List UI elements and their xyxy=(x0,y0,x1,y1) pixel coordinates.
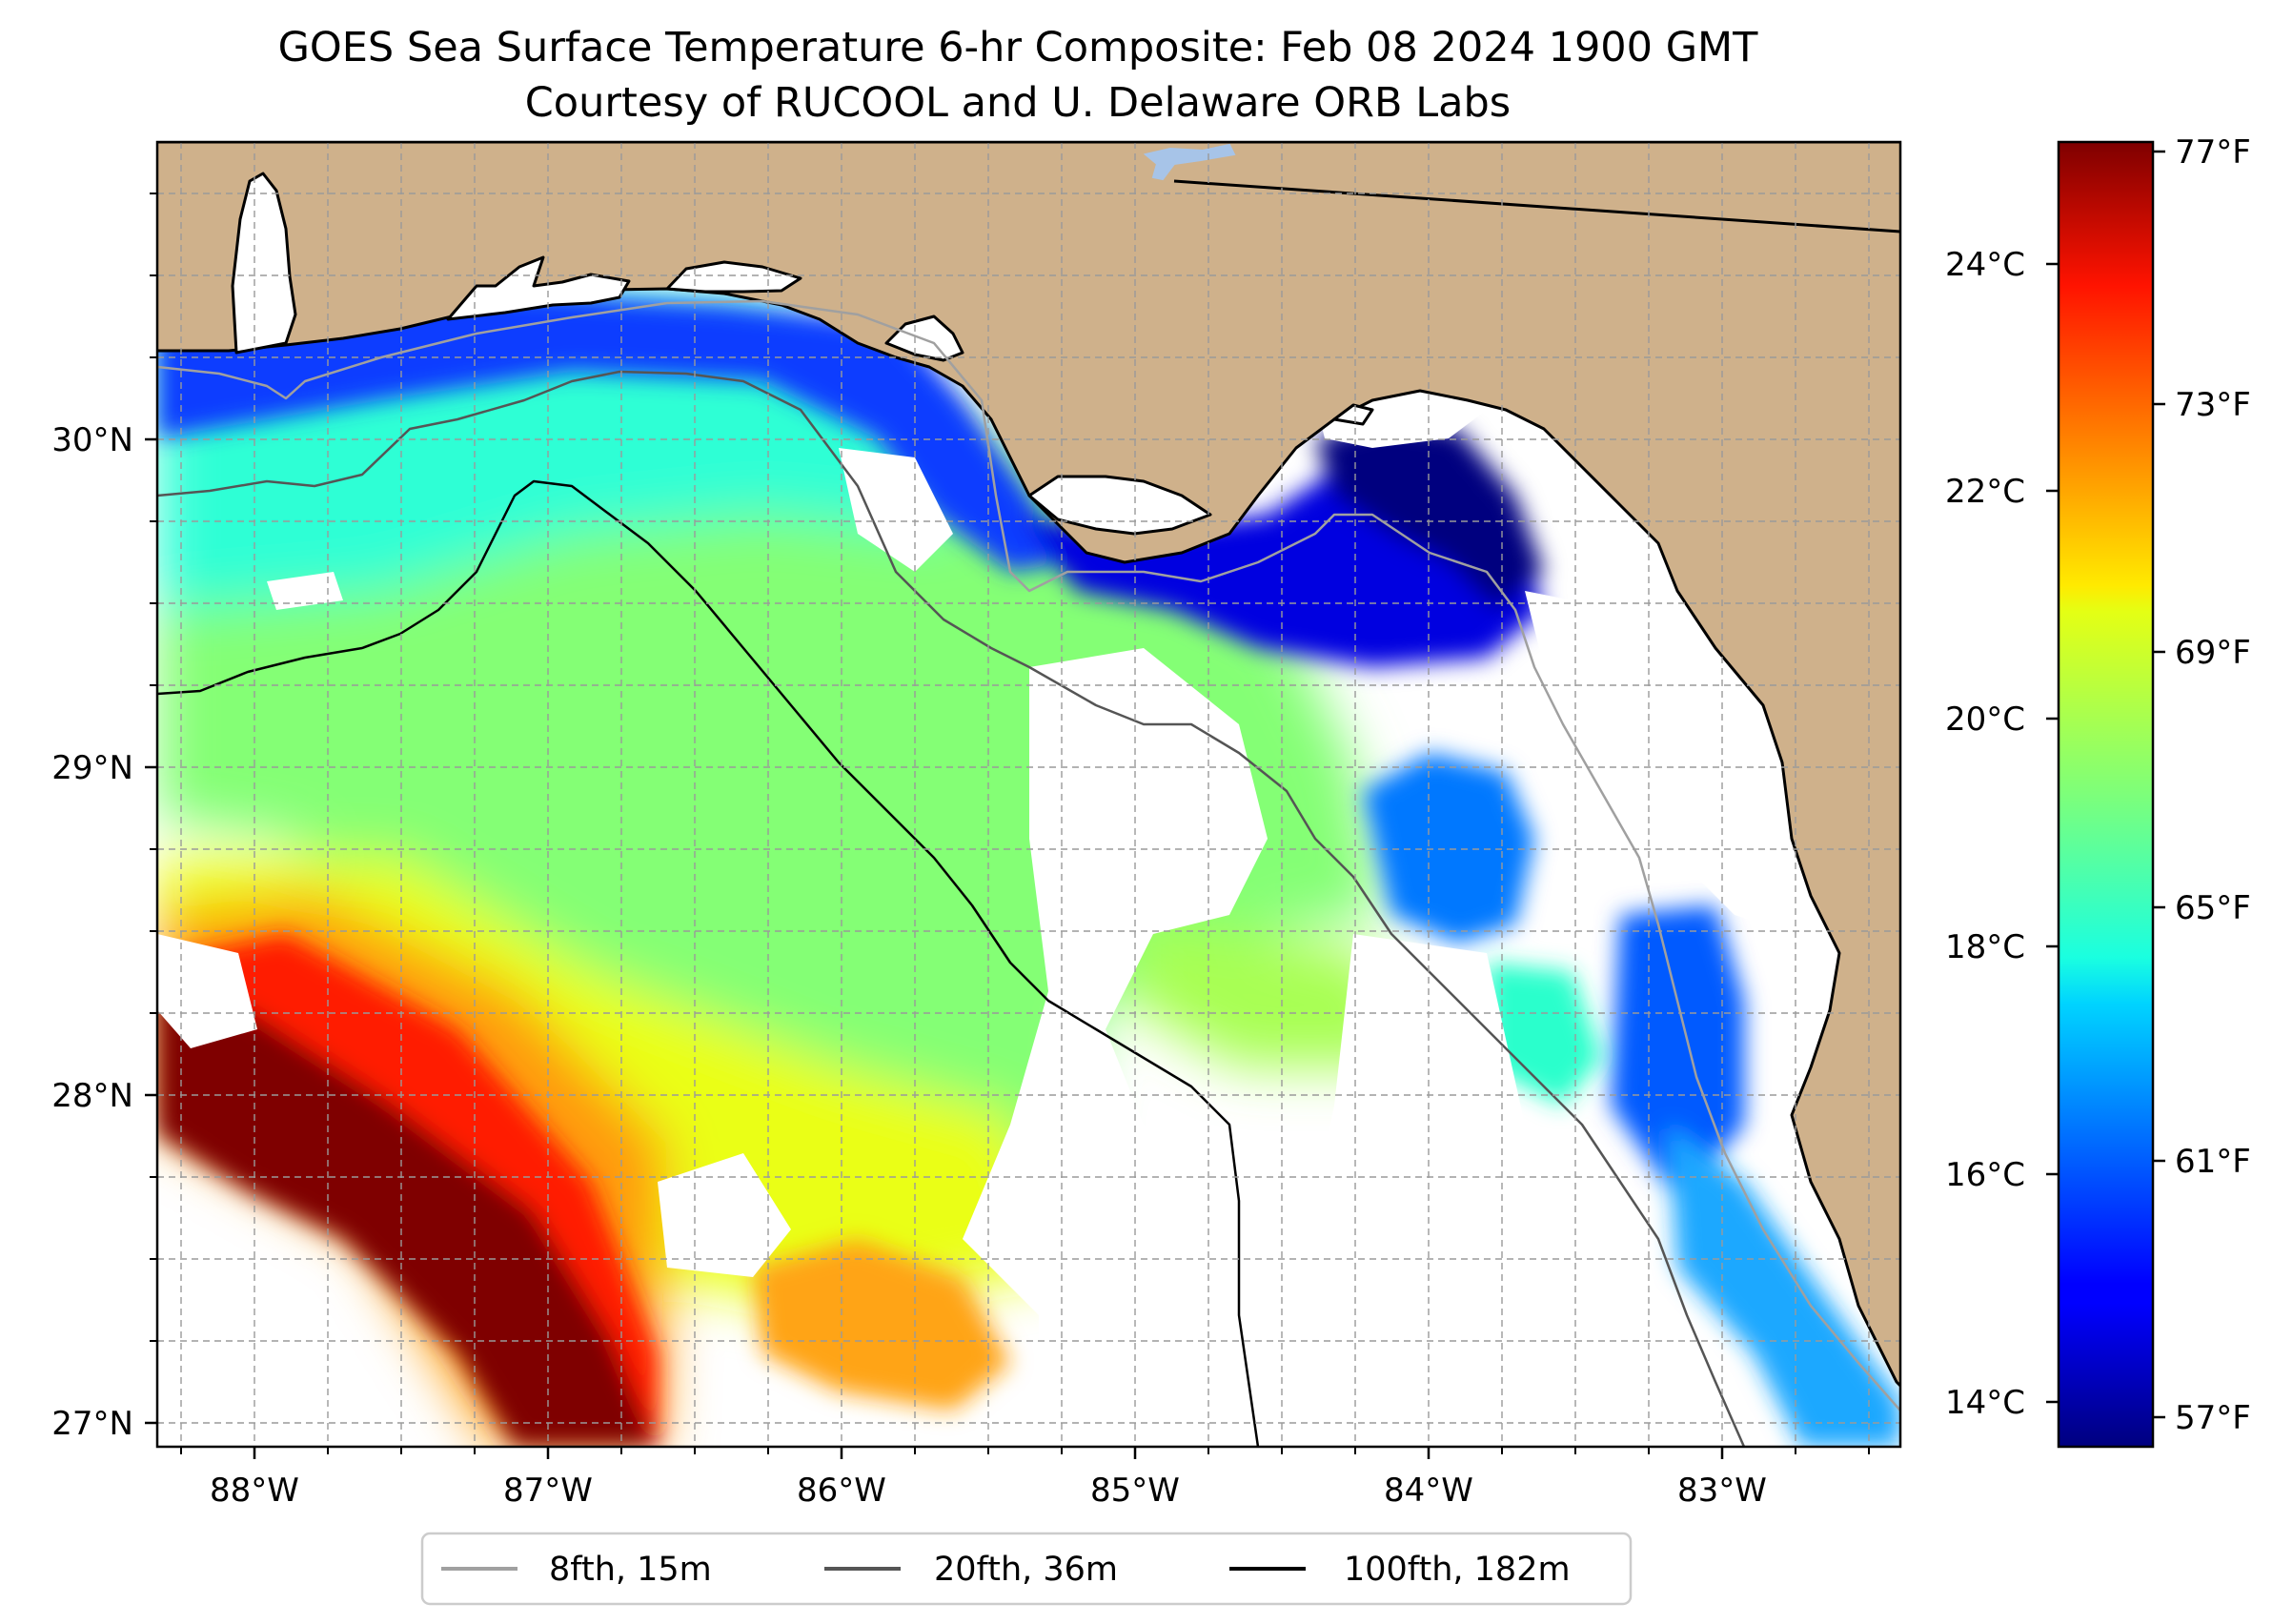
colorbar-celsius-label-22: 22°C xyxy=(1945,473,2025,511)
colorbar-fahrenheit-label-57: 57°F xyxy=(2175,1399,2251,1437)
colorbar-fahrenheit-label-61: 61°F xyxy=(2175,1143,2251,1181)
lon-tick-label-87w: 87°W xyxy=(503,1472,593,1510)
sst-shelf-green-east xyxy=(1134,915,1410,1067)
sst-blue-patch-southeast xyxy=(1611,905,1744,1201)
sst-blue-strip-coast xyxy=(1668,1125,1900,1447)
legend-box xyxy=(420,1532,1633,1606)
sst-cyan-patch-south xyxy=(1487,963,1601,1106)
sst-dark-blue-apalachee xyxy=(1315,419,1544,610)
sst-blue-patch-central xyxy=(1363,753,1534,944)
legend: 8fth, 15m 20fth, 36m 100fth, 182m xyxy=(420,1532,1633,1606)
colorbar-fahrenheit-label-73: 73°F xyxy=(2175,386,2251,424)
isobath-20fth xyxy=(157,370,1746,1447)
sst-hot-core xyxy=(157,991,658,1447)
colorbar-fahrenheit-label-77: 77°F xyxy=(2175,133,2251,172)
sst-coastal-blue-west xyxy=(157,291,1067,572)
nodata-southwest-gap xyxy=(658,1153,791,1277)
lat-tick-label-27n: 27°N xyxy=(51,1405,133,1443)
lat-tick-label-30n: 30°N xyxy=(51,421,133,459)
map-panel xyxy=(157,142,1900,1447)
lon-tick-label-84w: 84°W xyxy=(1384,1472,1473,1510)
nodata-southeast-shelf xyxy=(1306,934,1525,1353)
state-border xyxy=(1173,179,1900,233)
isobath-100fth xyxy=(157,479,1260,1447)
nodata-west-pocket xyxy=(157,934,257,1048)
nodata-masks xyxy=(157,391,1830,1447)
colorbar: 14°C 16°C 18°C 20°C 22°C 24°C 57°F 61°F … xyxy=(1945,133,2251,1449)
isobaths xyxy=(157,299,1900,1447)
colorbar-celsius-label-18: 18°C xyxy=(1945,928,2025,966)
legend-label-8fth: 8fth, 15m xyxy=(549,1551,712,1589)
chart-subtitle: Courtesy of RUCOOL and U. Delaware ORB L… xyxy=(525,79,1511,127)
colorbar-celsius-label-14: 14°C xyxy=(1945,1384,2025,1422)
chart-title: GOES Sea Surface Temperature 6-hr Compos… xyxy=(278,24,1759,71)
colorbar-fahrenheit-label-65: 65°F xyxy=(2175,889,2251,927)
lon-tick-label-83w: 83°W xyxy=(1677,1472,1767,1510)
bays xyxy=(231,172,1374,536)
colorbar-celsius-label-24: 24°C xyxy=(1945,246,2025,284)
colorbar-celsius-label-20: 20°C xyxy=(1945,700,2025,739)
mobile-bay xyxy=(231,172,297,355)
lat-tick-label-29n: 29°N xyxy=(51,749,133,787)
colorbar-gradient xyxy=(2057,140,2155,1449)
map-frame xyxy=(155,140,1902,1449)
big-bend-bay xyxy=(1332,403,1374,426)
nodata-central-shelf xyxy=(963,648,1268,1447)
nodata-west-speck xyxy=(267,572,343,610)
choctawhatchee-bay xyxy=(665,260,802,294)
legend-label-100fth: 100fth, 182m xyxy=(1344,1551,1571,1589)
longitude-axis: 88°W 87°W 86°W 85°W 84°W 83°W xyxy=(210,1447,1767,1510)
map-minor-ticks xyxy=(150,193,1870,1454)
lake-seminole xyxy=(1143,143,1236,181)
pensacola-bay xyxy=(446,255,631,321)
nodata-south-edge xyxy=(1029,1401,1296,1447)
apalachicola-bay xyxy=(1027,475,1212,536)
lon-tick-label-88w: 88°W xyxy=(210,1472,299,1510)
colorbar-fahrenheit-label-69: 69°F xyxy=(2175,634,2251,672)
sst-orange-patch-south xyxy=(753,1239,1010,1411)
colorbar-celsius-label-16: 16°C xyxy=(1945,1156,2025,1194)
lon-tick-label-86w: 86°W xyxy=(797,1472,886,1510)
legend-label-20fth: 20fth, 36m xyxy=(934,1551,1118,1589)
latitude-axis: 27°N 28°N 29°N 30°N xyxy=(51,421,157,1443)
nodata-east-coast xyxy=(1525,591,1830,934)
isobath-8fth xyxy=(157,299,1900,1411)
lon-tick-label-85w: 85°W xyxy=(1090,1472,1180,1510)
lat-tick-label-28n: 28°N xyxy=(51,1077,133,1115)
graticule xyxy=(157,142,1900,1447)
nodata-apalachicola xyxy=(839,448,953,572)
